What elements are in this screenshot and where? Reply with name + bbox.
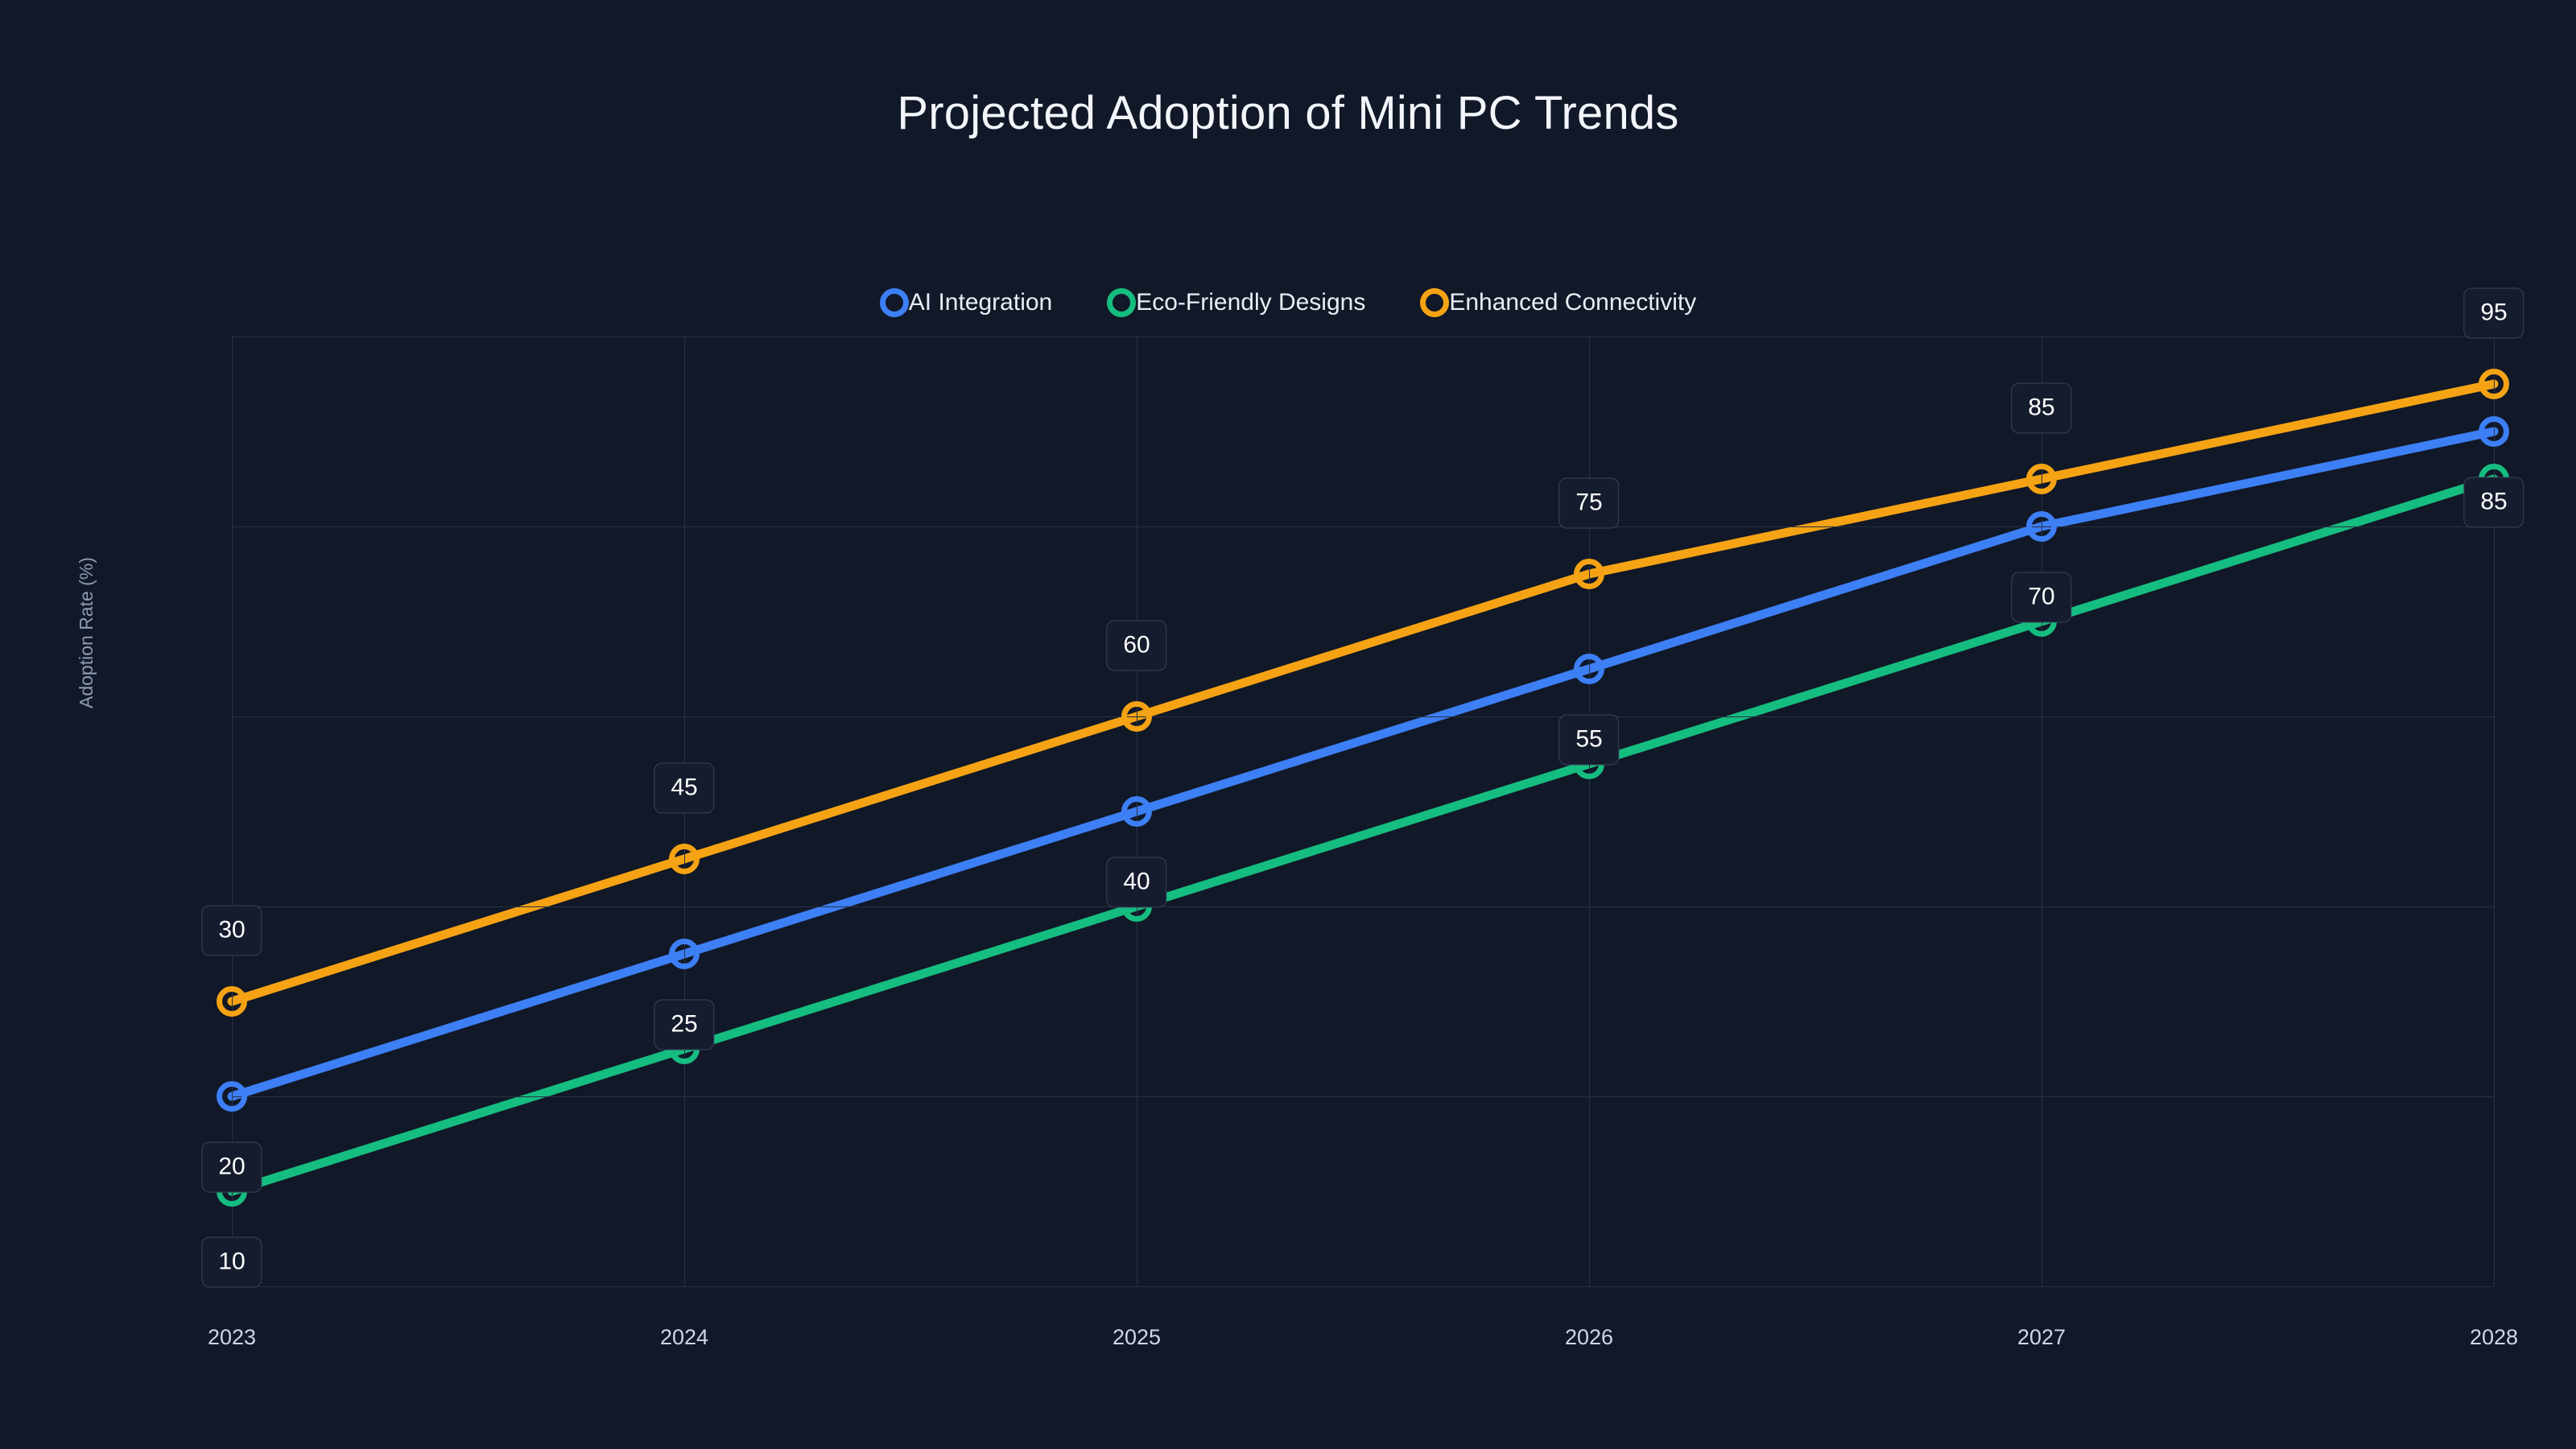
data-point-marker[interactable] [1121,796,1152,827]
data-value-label: 75 [1558,477,1620,529]
x-tick-label: 2025 [1112,1325,1162,1349]
gridline-vertical [2041,336,2042,1286]
gridline-horizontal [232,526,2494,527]
legend-item-label: Enhanced Connectivity [1449,289,1697,316]
data-value-label: 85 [2011,382,2072,434]
chart-legend: AI Integration Eco-Friendly Designs Enhanc… [0,288,2576,317]
gridline-horizontal [232,906,2494,907]
y-axis-title: Adoption Rate (%) [76,557,97,708]
data-value-label: 85 [2463,477,2524,528]
legend-item-2[interactable]: Enhanced Connectivity [1420,288,1696,317]
ring-marker-icon [1420,288,1450,317]
x-tick-label: 2024 [659,1325,709,1349]
legend-item-label: AI Integration [908,289,1053,316]
data-value-label: 25 [654,999,715,1051]
data-value-label: 60 [1106,620,1167,671]
data-point-marker[interactable] [669,844,700,874]
x-tick-label: 2028 [2469,1325,2519,1349]
data-point-marker[interactable] [2026,511,2057,542]
data-point-marker[interactable] [1574,654,1604,684]
data-value-label: 95 [2463,287,2524,339]
legend-item-1[interactable]: Eco-Friendly Designs [1107,288,1365,317]
gridline-horizontal [232,716,2494,717]
data-point-marker[interactable] [1574,559,1604,589]
data-point-marker[interactable] [217,986,247,1017]
data-value-label: 20 [201,1141,262,1193]
legend-item-label: Eco-Friendly Designs [1136,289,1366,316]
series-lines [227,379,2499,1196]
data-value-label: 30 [201,905,262,956]
gridline-horizontal [232,336,2494,337]
x-tick-label: 2026 [1564,1325,1614,1349]
data-value-label: 40 [1106,857,1167,908]
x-tick-label: 2027 [2017,1325,2066,1349]
gridline-vertical [232,336,233,1286]
data-point-marker[interactable] [1121,701,1152,732]
gridline-vertical [2494,336,2495,1286]
data-point-marker[interactable] [2026,464,2057,494]
plot-area: 20 25 40 55 70 85 10 30 45 60 75 85 95 [201,287,2524,1288]
series-line-0 [227,427,2499,1101]
ring-marker-icon [1107,288,1137,317]
chart-title: Projected Adoption of Mini PC Trends [897,87,1679,139]
data-value-label: 55 [1558,714,1620,766]
data-point-marker[interactable] [669,939,700,969]
data-value-label: 70 [2011,572,2072,623]
series-line-1 [227,474,2499,1196]
ring-marker-icon [879,288,909,317]
series-line-2 [227,379,2499,1006]
x-tick-label: 2023 [207,1325,257,1349]
gridline-horizontal [232,1286,2494,1287]
data-point-marker[interactable] [217,1081,247,1112]
legend-item-0[interactable]: AI Integration [879,288,1053,317]
data-point-marker[interactable] [2479,416,2509,447]
gridline-vertical [1589,336,1590,1286]
data-value-label: 10 [201,1236,262,1288]
gridline-horizontal [232,1096,2494,1097]
data-point-marker[interactable] [2479,369,2509,399]
data-value-label: 45 [654,762,715,814]
